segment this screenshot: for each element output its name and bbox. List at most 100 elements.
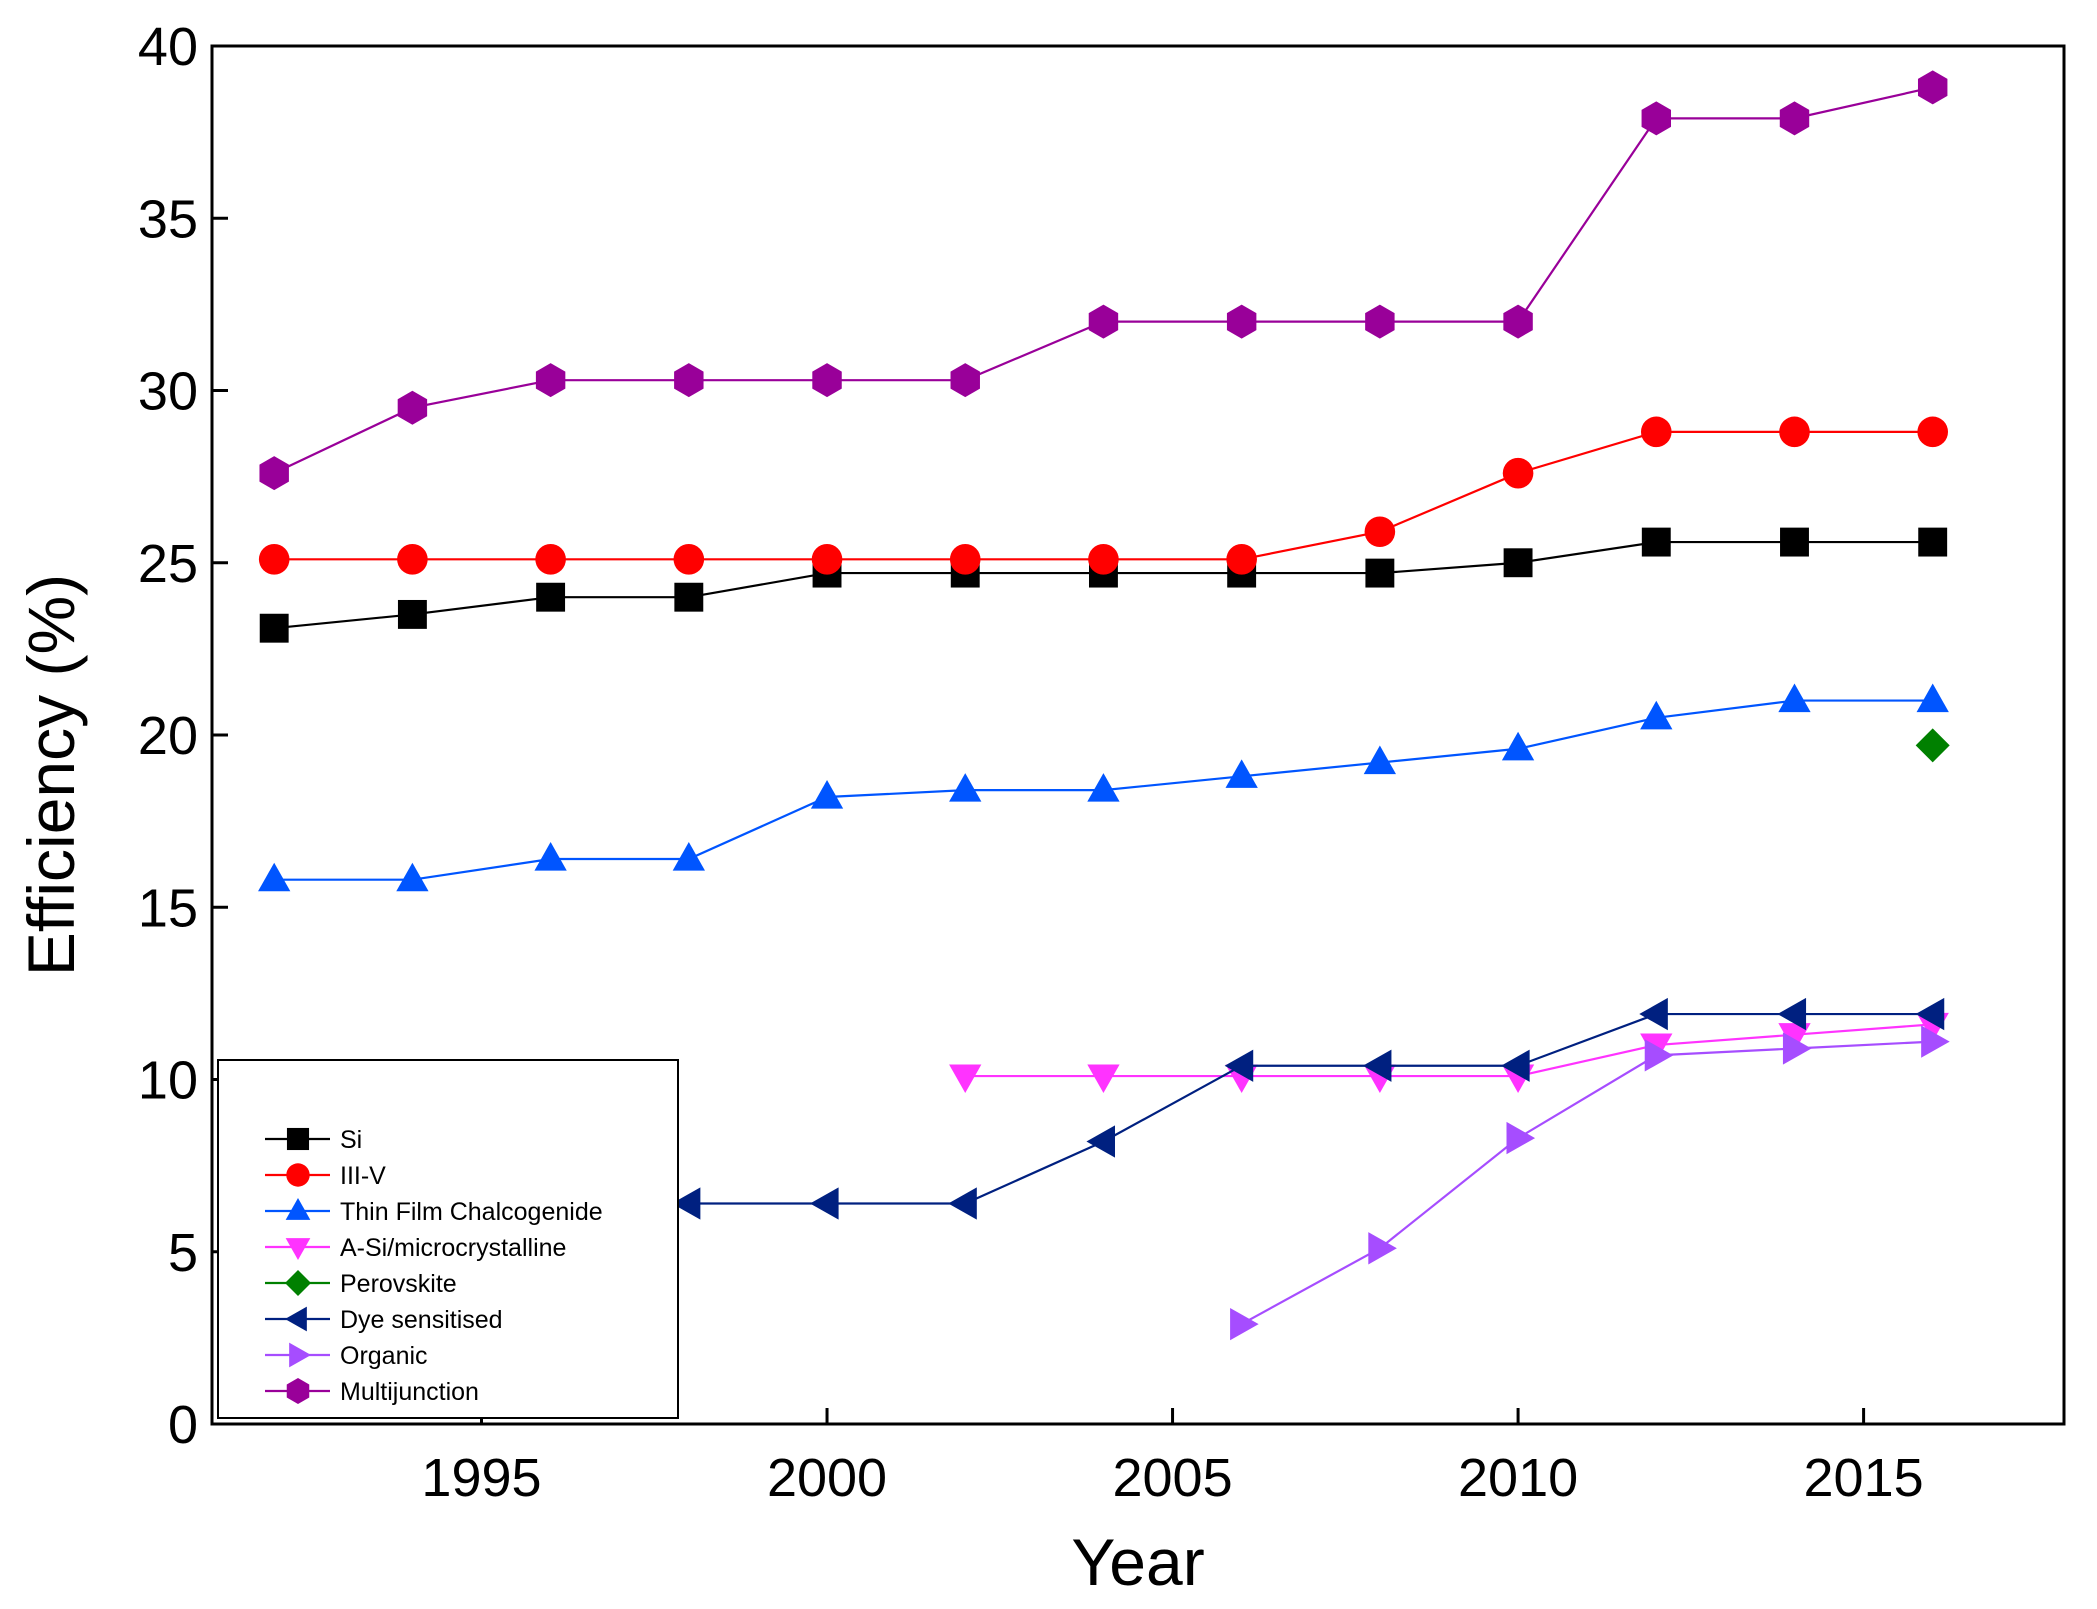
data-point-si	[536, 582, 566, 612]
x-tick-label: 2000	[767, 1448, 887, 1508]
data-point-dye-sensitised	[1915, 997, 1945, 1031]
data-point-thin-film-chalcogenide	[1501, 731, 1535, 761]
legend-marker	[285, 1238, 311, 1260]
legend-label: Dye sensitised	[340, 1306, 503, 1334]
legend-marker	[286, 1127, 310, 1151]
legend-entry-organic: Organic	[265, 1342, 428, 1370]
data-point-dye-sensitised	[948, 1187, 977, 1220]
data-point-thin-film-chalcogenide	[810, 780, 844, 809]
data-point-dye-sensitised	[1777, 997, 1807, 1031]
data-point-multijunction	[1088, 304, 1119, 339]
legend-label: Organic	[340, 1342, 428, 1370]
data-point-si	[259, 613, 289, 643]
data-point-multijunction	[259, 456, 289, 491]
data-point-iii-v	[1226, 544, 1257, 575]
legend-marker	[285, 1270, 311, 1296]
data-point-multijunction	[1779, 101, 1810, 136]
data-point-iii-v	[949, 544, 981, 575]
data-point-thin-film-chalcogenide	[534, 842, 567, 871]
data-point-iii-v	[397, 544, 428, 575]
x-tick-label: 2005	[1112, 1448, 1232, 1508]
legend-marker	[286, 1163, 310, 1187]
data-point-iii-v	[1640, 416, 1672, 448]
data-point-multijunction	[1226, 304, 1257, 339]
ticks-layer: 0 5 10 15 20 25 30 35 40 1995 2000 2005 2010 2015	[138, 17, 1924, 1508]
data-point-si	[1641, 527, 1671, 557]
data-point-dye-sensitised	[671, 1187, 701, 1220]
legend-marker	[285, 1306, 307, 1332]
series-line-organic	[1241, 1040, 1933, 1326]
data-point-iii-v	[535, 544, 566, 575]
data-point-a-si-microcrystalline	[1087, 1064, 1120, 1094]
data-point-si	[674, 582, 704, 612]
series-si	[259, 527, 1948, 643]
y-tick-label: 15	[138, 878, 198, 938]
data-point-thin-film-chalcogenide	[396, 862, 429, 892]
data-point-thin-film-chalcogenide	[1225, 759, 1258, 788]
data-point-dye-sensitised	[1639, 997, 1668, 1031]
data-point-multijunction	[1365, 304, 1395, 339]
data-point-multijunction	[1503, 304, 1533, 339]
data-point-multijunction	[397, 390, 428, 425]
series-dye-sensitised	[671, 997, 1945, 1220]
data-point-dye-sensitised	[1224, 1049, 1254, 1082]
x-axis-title: Year	[1071, 1525, 1204, 1599]
data-point-si	[1503, 548, 1533, 578]
legend-label: Multijunction	[340, 1378, 479, 1406]
legend-label: Perovskite	[340, 1270, 457, 1298]
data-point-iii-v	[673, 544, 705, 575]
legend-marker	[289, 1342, 311, 1368]
data-point-iii-v	[1088, 544, 1119, 575]
data-point-iii-v	[258, 544, 290, 575]
series-line-a-si-microcrystalline	[965, 1023, 1933, 1078]
legend-label: III-V	[340, 1162, 386, 1190]
series-line-dye-sensitised	[688, 1012, 1933, 1205]
legend-entry-multijunction: Multijunction	[265, 1378, 479, 1406]
x-tick-label: 2015	[1804, 1448, 1924, 1508]
data-point-a-si-microcrystalline	[1778, 1023, 1811, 1052]
y-tick-label: 40	[138, 17, 198, 77]
legend: Si III-V Thin Film Chalcogenide A-Si/microc…	[217, 1059, 679, 1419]
legend-label: Thin Film Chalcogenide	[340, 1198, 603, 1226]
data-point-a-si-microcrystalline	[949, 1064, 982, 1094]
series-perovskite	[1915, 728, 1950, 763]
y-tick-label: 0	[168, 1395, 198, 1455]
data-point-thin-film-chalcogenide	[672, 842, 705, 871]
legend-entry-si: Si	[265, 1126, 362, 1154]
data-point-thin-film-chalcogenide	[1363, 745, 1397, 775]
data-point-perovskite	[1915, 728, 1950, 763]
legend-marker	[286, 1378, 310, 1404]
data-point-organic	[1921, 1025, 1950, 1058]
data-point-dye-sensitised	[1086, 1125, 1116, 1158]
data-point-organic	[1368, 1232, 1397, 1265]
data-point-iii-v	[1364, 516, 1396, 548]
data-point-thin-film-chalcogenide	[1916, 683, 1949, 713]
data-point-thin-film-chalcogenide	[1087, 773, 1120, 802]
data-point-multijunction	[950, 363, 980, 398]
legend-label: Si	[340, 1126, 362, 1154]
data-point-si	[1918, 527, 1948, 557]
y-axis-title: Efficiency (%)	[14, 574, 88, 976]
data-point-multijunction	[1641, 101, 1672, 136]
y-tick-label: 25	[138, 534, 198, 594]
y-tick-label: 30	[138, 362, 198, 422]
legend-entry-a-si-microcrystalline: A-Si/microcrystalline	[265, 1234, 566, 1262]
data-point-si	[1365, 558, 1395, 588]
data-point-thin-film-chalcogenide	[1778, 683, 1811, 713]
series-layer	[258, 70, 1950, 1341]
y-tick-label: 10	[138, 1051, 198, 1111]
series-thin-film-chalcogenide	[258, 683, 1949, 892]
data-point-organic	[1230, 1307, 1259, 1341]
data-point-multijunction	[535, 363, 566, 398]
data-point-multijunction	[812, 363, 842, 398]
data-point-si	[1780, 527, 1809, 557]
x-tick-label: 1995	[421, 1448, 541, 1508]
data-point-dye-sensitised	[1501, 1049, 1530, 1082]
y-tick-label: 20	[138, 706, 198, 766]
x-tick-label: 2010	[1458, 1448, 1578, 1508]
legend-entry-thin-film-chalcogenide: Thin Film Chalcogenide	[265, 1198, 603, 1226]
y-tick-label: 5	[168, 1223, 198, 1283]
series-iii-v	[258, 416, 1949, 575]
